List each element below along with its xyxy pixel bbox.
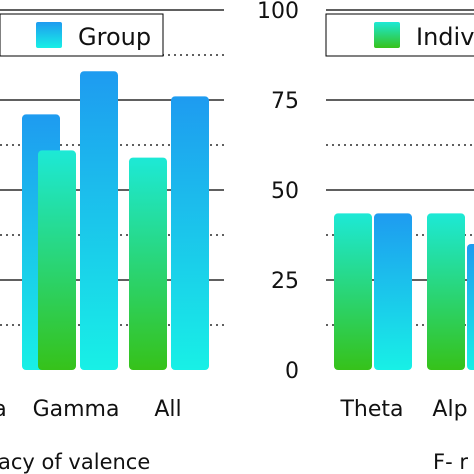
- x-tick-label: Theta: [339, 397, 403, 422]
- right-legend: Indiv: [325, 13, 474, 57]
- bar: [129, 157, 167, 370]
- x-tick-label: Gamma: [33, 397, 120, 422]
- left-legend-label: Group: [78, 23, 151, 51]
- y-tick-label: 25: [271, 269, 299, 294]
- bar: [427, 213, 465, 370]
- bar: [171, 96, 209, 371]
- y-tick-label: 100: [257, 0, 299, 24]
- bar: [80, 71, 118, 370]
- right-category-labels: Theta Alp: [339, 397, 467, 422]
- right-chart-panel: 0 25 50 75 100 Theta Alp Indiv F- r: [257, 0, 474, 474]
- right-bars: [334, 213, 474, 370]
- left-legend-box: [0, 13, 164, 57]
- right-y-tick-labels: 0 25 50 75 100: [257, 0, 299, 384]
- y-tick-label: 50: [271, 179, 299, 204]
- left-legend: Group: [0, 13, 164, 57]
- right-legend-label: Indiv: [416, 23, 474, 51]
- bar: [467, 244, 474, 370]
- left-category-labels: a Gamma All: [0, 397, 182, 422]
- y-tick-label: 0: [285, 359, 299, 384]
- left-legend-swatch: [36, 22, 62, 48]
- left-bars: [22, 71, 209, 371]
- right-x-axis-label: F- r: [433, 450, 468, 474]
- x-tick-label: All: [154, 397, 181, 422]
- right-legend-swatch: [374, 22, 400, 48]
- bar: [374, 213, 412, 370]
- bar: [38, 150, 76, 370]
- x-tick-label: Alp: [432, 397, 467, 422]
- left-chart-panel: a Gamma All Group acy of valence: [0, 9, 224, 474]
- left-x-axis-label: acy of valence: [0, 450, 150, 474]
- bar: [334, 213, 372, 370]
- y-tick-label: 75: [271, 89, 299, 114]
- x-tick-label: a: [0, 397, 7, 422]
